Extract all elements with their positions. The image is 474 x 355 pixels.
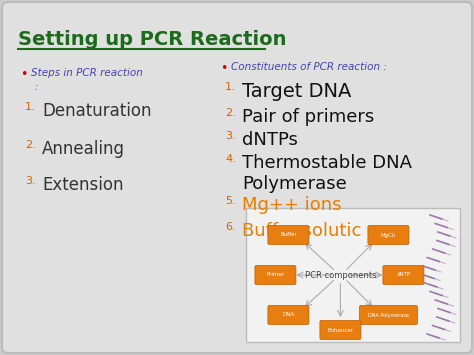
Text: Extension: Extension	[42, 176, 124, 194]
Text: Constituents of PCR reaction :: Constituents of PCR reaction :	[231, 62, 387, 72]
FancyBboxPatch shape	[268, 306, 309, 324]
FancyBboxPatch shape	[359, 306, 418, 324]
FancyBboxPatch shape	[255, 266, 296, 284]
Text: PCR components: PCR components	[305, 271, 376, 279]
FancyBboxPatch shape	[246, 208, 460, 342]
Text: 3.: 3.	[25, 176, 36, 186]
Text: Pair of primers: Pair of primers	[242, 108, 374, 126]
Text: Setting up PCR Reaction: Setting up PCR Reaction	[18, 30, 286, 49]
Text: Thermostable DNA
Polymerase: Thermostable DNA Polymerase	[242, 154, 412, 193]
Text: Primer: Primer	[266, 273, 284, 278]
Text: Enhancer: Enhancer	[328, 328, 354, 333]
Text: Mg++ ions: Mg++ ions	[242, 196, 341, 214]
Text: 2.: 2.	[225, 108, 236, 118]
Text: 5.: 5.	[225, 196, 236, 206]
Text: DNA Polymerase: DNA Polymerase	[368, 312, 409, 317]
Text: 2.: 2.	[25, 140, 36, 150]
Text: dNTP: dNTP	[396, 273, 410, 278]
Text: 6.: 6.	[225, 222, 236, 232]
Text: Buffer: Buffer	[280, 233, 297, 237]
Text: 1.: 1.	[25, 102, 36, 112]
Text: 1.: 1.	[225, 82, 236, 92]
Text: 3.: 3.	[225, 131, 236, 141]
Text: Steps in PCR reaction: Steps in PCR reaction	[31, 68, 143, 78]
Text: :: :	[34, 82, 37, 92]
FancyBboxPatch shape	[368, 225, 409, 245]
Text: Denaturation: Denaturation	[42, 102, 152, 120]
Text: dNTPs: dNTPs	[242, 131, 298, 149]
Text: MgCl₂: MgCl₂	[381, 233, 396, 237]
Text: Buffer solutic: Buffer solutic	[242, 222, 361, 240]
Text: •: •	[220, 62, 228, 75]
Text: •: •	[20, 68, 27, 81]
Text: DNA: DNA	[283, 312, 294, 317]
Text: Target DNA: Target DNA	[242, 82, 351, 101]
Text: Annealing: Annealing	[42, 140, 125, 158]
FancyBboxPatch shape	[383, 266, 424, 284]
FancyBboxPatch shape	[268, 225, 309, 245]
Text: 4.: 4.	[225, 154, 236, 164]
FancyBboxPatch shape	[320, 321, 361, 339]
